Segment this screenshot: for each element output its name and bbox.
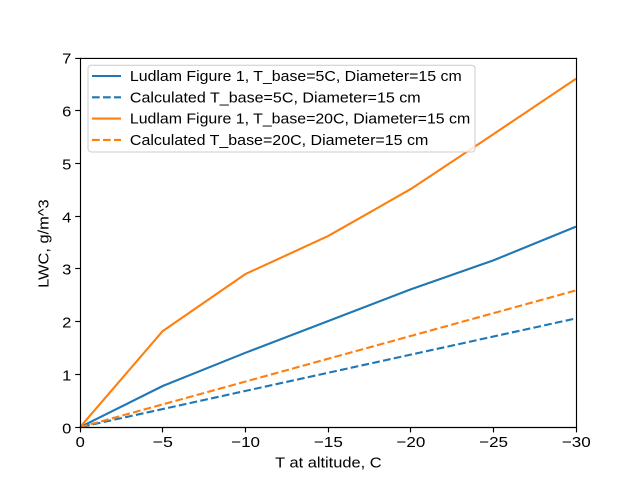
svg-text:Ludlam Figure 1, T_base=5C, Di: Ludlam Figure 1, T_base=5C, Diameter=15 … <box>130 68 462 85</box>
svg-text:−30: −30 <box>562 434 591 451</box>
svg-text:Calculated T_base=20C, Diamete: Calculated T_base=20C, Diameter=15 cm <box>130 132 428 149</box>
svg-text:3: 3 <box>62 261 71 278</box>
svg-text:LWC, g/m^3: LWC, g/m^3 <box>36 199 53 288</box>
svg-text:4: 4 <box>62 209 71 226</box>
svg-text:−25: −25 <box>479 434 508 451</box>
svg-text:−5: −5 <box>153 434 173 451</box>
svg-text:−10: −10 <box>231 434 260 451</box>
svg-text:0: 0 <box>76 434 85 451</box>
svg-text:−20: −20 <box>396 434 425 451</box>
svg-text:Ludlam Figure 1, T_base=20C, D: Ludlam Figure 1, T_base=20C, Diameter=15… <box>130 111 470 128</box>
svg-text:2: 2 <box>62 314 71 331</box>
svg-text:Calculated T_base=5C, Diameter: Calculated T_base=5C, Diameter=15 cm <box>130 89 421 106</box>
svg-text:0: 0 <box>62 420 71 437</box>
svg-text:1: 1 <box>62 367 71 384</box>
svg-text:5: 5 <box>62 156 71 173</box>
svg-text:−15: −15 <box>314 434 343 451</box>
svg-text:T at altitude, C: T at altitude, C <box>275 454 382 471</box>
svg-text:6: 6 <box>62 103 71 120</box>
svg-text:7: 7 <box>62 50 71 67</box>
